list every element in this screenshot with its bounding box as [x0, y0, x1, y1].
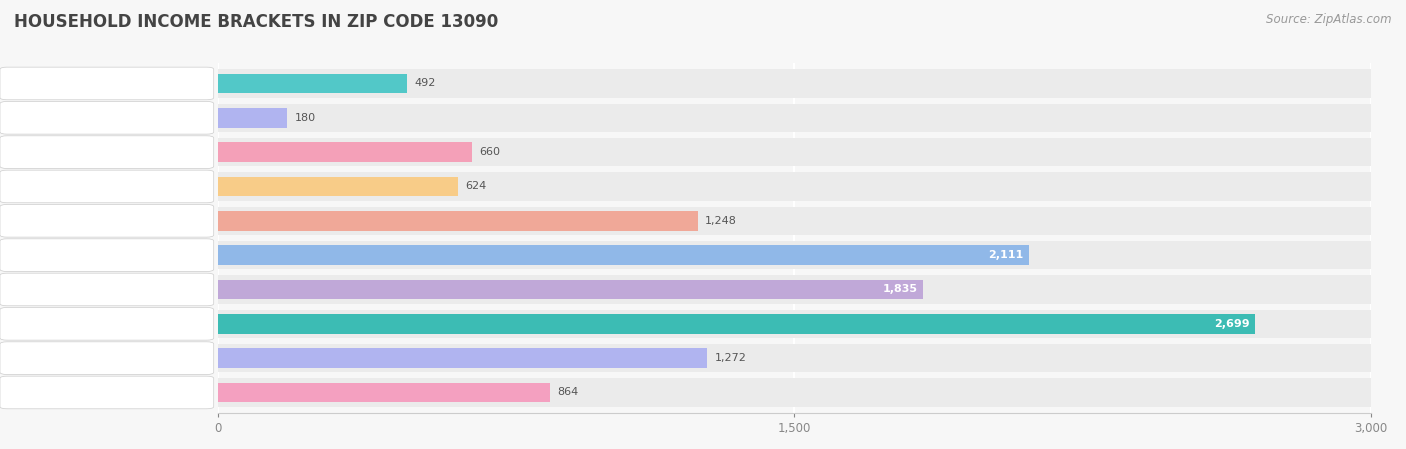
Bar — [218, 207, 1371, 235]
Text: 2,111: 2,111 — [988, 250, 1024, 260]
Text: $10,000 to $14,999: $10,000 to $14,999 — [60, 111, 153, 124]
Bar — [218, 314, 1256, 334]
Text: 1,272: 1,272 — [714, 353, 747, 363]
Text: $50,000 to $74,999: $50,000 to $74,999 — [60, 249, 153, 262]
Bar — [218, 74, 406, 93]
Text: Less than $10,000: Less than $10,000 — [56, 79, 157, 88]
Text: $25,000 to $34,999: $25,000 to $34,999 — [60, 180, 153, 193]
Text: HOUSEHOLD INCOME BRACKETS IN ZIP CODE 13090: HOUSEHOLD INCOME BRACKETS IN ZIP CODE 13… — [14, 13, 498, 31]
Text: 864: 864 — [558, 387, 579, 397]
Bar — [218, 344, 1371, 372]
Text: Source: ZipAtlas.com: Source: ZipAtlas.com — [1267, 13, 1392, 26]
Bar — [218, 383, 550, 402]
Bar — [218, 379, 1371, 406]
Text: 180: 180 — [295, 113, 316, 123]
Text: $150,000 to $199,999: $150,000 to $199,999 — [53, 352, 160, 365]
Bar — [218, 348, 707, 368]
Text: $15,000 to $24,999: $15,000 to $24,999 — [60, 145, 153, 158]
Bar — [218, 280, 924, 299]
Bar — [218, 176, 458, 196]
Text: 1,835: 1,835 — [883, 285, 917, 295]
Bar — [218, 275, 1371, 304]
Text: 660: 660 — [479, 147, 501, 157]
Bar — [218, 172, 1371, 201]
Bar — [218, 104, 1371, 132]
Bar — [218, 142, 471, 162]
Bar — [218, 245, 1029, 265]
Text: $200,000+: $200,000+ — [76, 387, 138, 397]
Text: $35,000 to $49,999: $35,000 to $49,999 — [60, 214, 153, 227]
Text: $75,000 to $99,999: $75,000 to $99,999 — [60, 283, 153, 296]
Text: 1,248: 1,248 — [706, 216, 737, 226]
Bar — [218, 138, 1371, 166]
Bar — [218, 310, 1371, 338]
Text: 2,699: 2,699 — [1213, 319, 1250, 329]
Bar — [218, 108, 287, 128]
Text: 492: 492 — [415, 79, 436, 88]
Bar — [218, 211, 697, 231]
Bar — [218, 241, 1371, 269]
Bar — [218, 70, 1371, 97]
Text: 624: 624 — [465, 181, 486, 191]
Text: $100,000 to $149,999: $100,000 to $149,999 — [53, 317, 160, 330]
